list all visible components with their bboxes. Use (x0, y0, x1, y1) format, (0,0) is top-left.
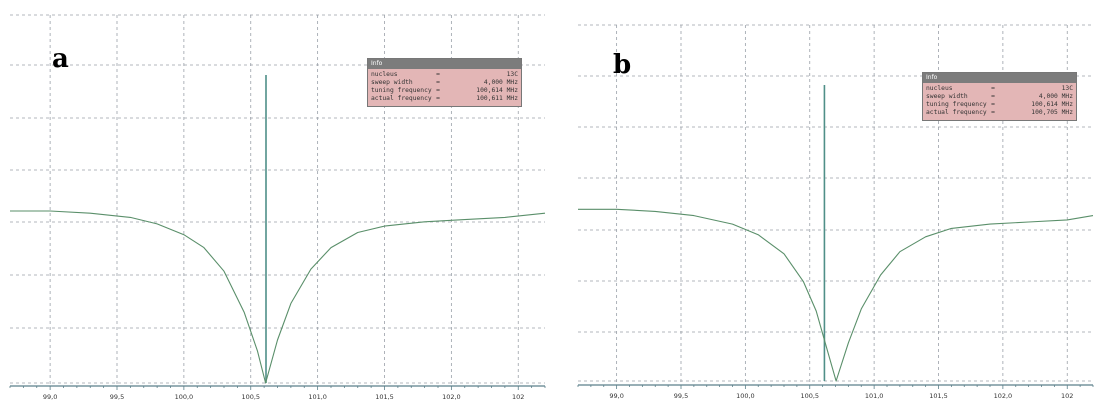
chart-panel-b: 99,0 99,5 100,0 100,5 101,0 101,5 102,0 102 b I… (548, 0, 1096, 403)
panel-label-a: a (52, 44, 69, 74)
x-tick-label: 100,0 (736, 392, 755, 400)
info-title-b: Info (923, 73, 1076, 83)
x-tick-label: 99,0 (609, 392, 623, 400)
info-row: actual frequency = 100,705 MHz (926, 109, 1073, 116)
info-box-a: Info nucleus = 13C sweep width = 4,000 MHz t… (367, 58, 522, 107)
x-tick-label: 100,0 (175, 393, 194, 401)
x-tick-label: 101,0 (308, 393, 327, 401)
info-title-a: Info (368, 59, 521, 69)
info-row: tuning frequency = 100,614 MHz (926, 101, 1073, 108)
info-box-b: Info nucleus = 13C sweep width = 4,000 MHz t… (922, 72, 1077, 121)
x-tick-label: 102 (1061, 392, 1073, 400)
x-tick-label: 101,0 (865, 392, 884, 400)
tuning-curve-line (578, 208, 1094, 382)
info-row: nucleus = 13C (371, 71, 518, 78)
x-tick-label: 100,5 (241, 393, 260, 401)
info-row: nucleus = 13C (926, 85, 1073, 92)
chart-panel-a: 99,0 99,5 100,0 100,5 101,0 101,5 102,0 102 a I… (9, 14, 546, 401)
info-row: sweep width = 4,000 MHz (371, 79, 518, 86)
x-tick-label: 101,5 (929, 392, 948, 400)
x-tick-label: 102,0 (442, 393, 461, 401)
info-row: tuning frequency = 100,614 MHz (371, 87, 518, 94)
x-tick-label: 99,5 (110, 393, 124, 401)
x-tick-label: 99,0 (43, 393, 57, 401)
panel-label-b: b (613, 50, 632, 80)
x-tick-label: 99,5 (674, 392, 688, 400)
x-tick-label: 102 (512, 393, 524, 401)
spectrum-chart-b: 99,0 99,5 100,0 100,5 101,0 101,5 102,0 102 (577, 24, 1094, 400)
x-tick-label: 101,5 (375, 393, 394, 401)
info-row: sweep width = 4,000 MHz (926, 93, 1073, 100)
info-row: actual frequency = 100,611 MHz (371, 95, 518, 102)
x-tick-label: 102,0 (994, 392, 1013, 400)
tuning-curve-line (10, 210, 546, 384)
x-tick-label: 100,5 (800, 392, 819, 400)
